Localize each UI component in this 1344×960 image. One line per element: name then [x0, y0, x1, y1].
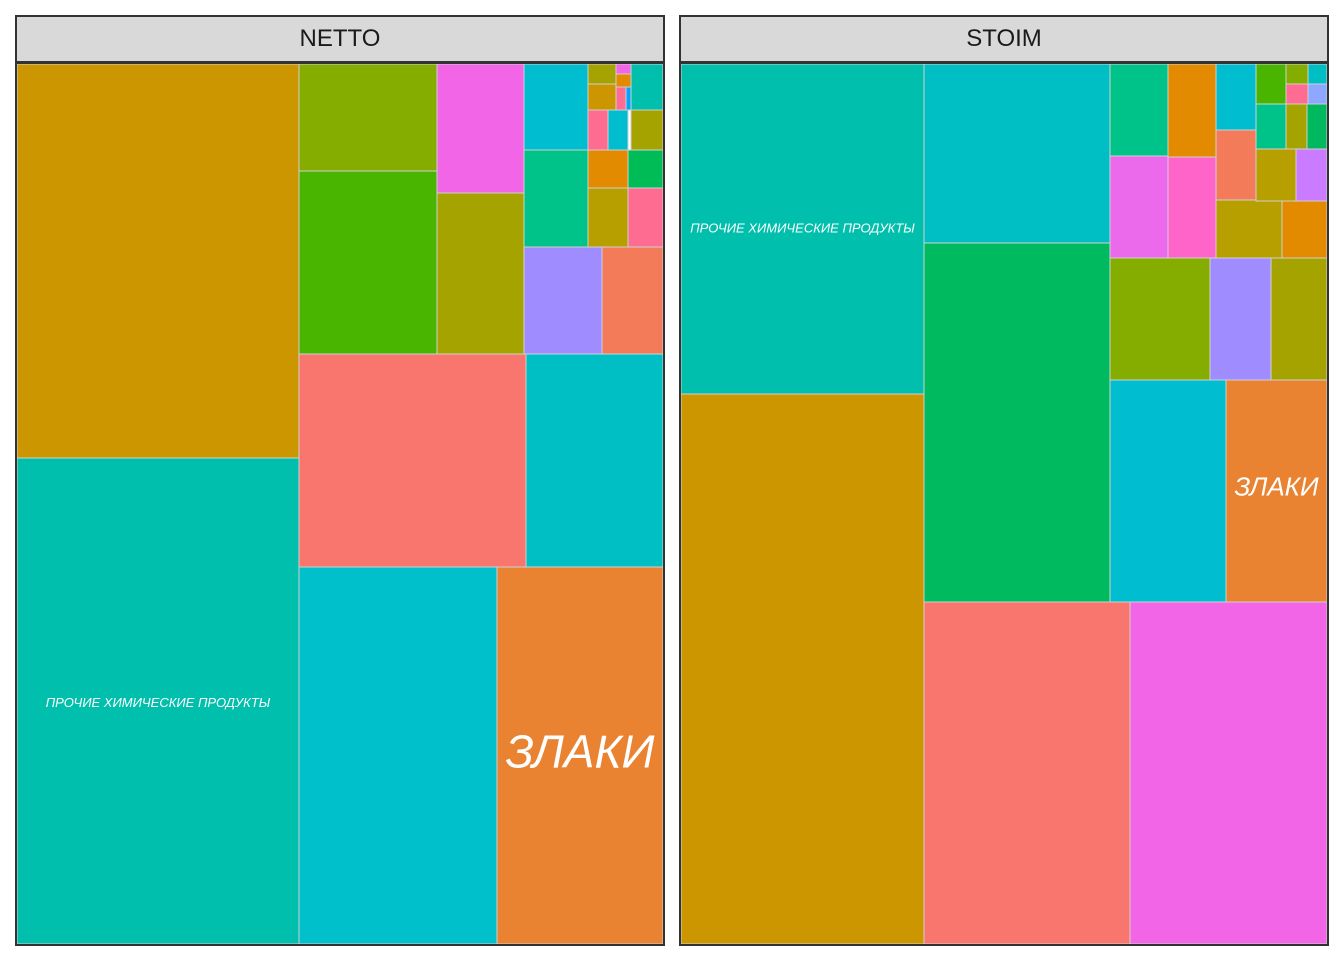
treemap-tile-stoim-10	[1270, 257, 1327, 381]
treemap-minor-tile-stoim-6	[1255, 103, 1287, 150]
treemap-stoim: ПРОЧИЕ ХИМИЧЕСКИЕ ПРОДУКТЫ ЗЛАКИ	[681, 64, 1327, 944]
treemap-minor-tile-netto-2	[615, 64, 632, 75]
treemap-tile-stoim-16	[1255, 148, 1297, 202]
treemap-tile-netto-3	[525, 353, 663, 568]
treemap-tile-netto-14	[627, 149, 663, 189]
treemap-tile-netto-6	[298, 64, 438, 172]
treemap-label-stoim-0: ПРОЧИЕ ХИМИЧЕСКИЕ ПРОДУКТЫ	[690, 220, 915, 235]
treemap-label-netto-1: ПРОЧИЕ ХИМИЧЕСКИЕ ПРОДУКТЫ	[46, 695, 271, 710]
treemap-minor-tile-stoim-1	[1255, 64, 1287, 105]
treemap-area-stoim: ПРОЧИЕ ХИМИЧЕСКИЕ ПРОДУКТЫ ЗЛАКИ	[679, 62, 1329, 946]
treemap-tile-netto-5	[496, 566, 663, 944]
treemap-minor-tile-stoim-10	[1281, 199, 1327, 259]
treemap-tile-stoim-15	[1215, 129, 1257, 201]
treemap-tile-stoim-6	[1109, 379, 1227, 603]
facet-strip-netto: NETTO	[15, 15, 665, 63]
treemap-tile-stoim-9	[1209, 257, 1272, 381]
treemap-minor-tile-netto-5	[625, 86, 632, 111]
treemap-tile-stoim-3	[923, 242, 1111, 603]
treemap-minor-tile-netto-0	[587, 64, 617, 85]
treemap-tile-netto-16	[627, 187, 663, 248]
treemap-tile-stoim-2	[923, 64, 1111, 244]
treemap-minor-tile-stoim-5	[1307, 83, 1327, 105]
treemap-minor-tile-netto-6	[630, 64, 663, 111]
treemap-tile-netto-2	[298, 353, 527, 568]
treemap-minor-tile-netto-1	[587, 83, 617, 111]
treemap-tile-netto-12	[601, 246, 663, 355]
treemap-minor-tile-stoim-7	[1285, 103, 1308, 150]
treemap-tile-netto-10	[523, 149, 589, 248]
treemap-minor-tile-stoim-2	[1285, 64, 1309, 85]
treemap-tile-stoim-14	[1167, 156, 1217, 259]
treemap-tile-stoim-8	[1109, 257, 1211, 381]
treemap-tile-netto-4	[298, 566, 498, 944]
facet-title-stoim: STOIM	[966, 25, 1042, 52]
treemap-tile-netto-11	[523, 246, 603, 355]
treemap-tile-netto-9	[436, 192, 525, 355]
treemap-tile-netto-7	[298, 170, 438, 355]
treemap-minor-tile-netto-8	[587, 109, 609, 151]
treemap-minor-tile-stoim-0	[1215, 64, 1257, 131]
treemap-netto: ПРОЧИЕ ХИМИЧЕСКИЕ ПРОДУКТЫ ЗЛАКИ	[17, 64, 663, 944]
treemap-label-netto-5: ЗЛАКИ	[506, 726, 655, 778]
treemap-minor-tile-netto-7	[630, 109, 663, 151]
treemap-tile-stoim-0	[681, 64, 925, 395]
treemap-tile-stoim-13	[1109, 155, 1169, 259]
treemap-minor-tile-netto-9	[607, 109, 629, 151]
treemap-tile-netto-17	[523, 64, 589, 151]
treemap-tile-netto-15	[587, 187, 629, 248]
treemap-minor-tile-netto-3	[615, 73, 632, 88]
treemap-minor-tile-stoim-9	[1215, 199, 1283, 259]
treemap-minor-tile-stoim-3	[1285, 83, 1309, 105]
facet-title-netto: NETTO	[299, 25, 381, 52]
facet-strip-stoim: STOIM	[679, 15, 1329, 63]
treemap-label-stoim-7: ЗЛАКИ	[1234, 472, 1319, 502]
treemap-minor-tile-netto-4	[615, 86, 627, 111]
treemap-tile-stoim-11	[1109, 64, 1169, 157]
treemap-tile-netto-8	[436, 64, 525, 194]
treemap-minor-tile-stoim-4	[1307, 64, 1327, 85]
treemap-tile-stoim-7	[1225, 379, 1327, 603]
treemap-tile-stoim-4	[923, 601, 1131, 944]
treemap-tile-stoim-17	[1295, 148, 1327, 202]
treemap-tile-netto-13	[587, 149, 629, 189]
treemap-minor-tile-stoim-8	[1306, 103, 1327, 150]
treemap-tile-stoim-1	[681, 393, 925, 944]
treemap-tile-netto-0	[17, 64, 300, 459]
treemap-area-netto: ПРОЧИЕ ХИМИЧЕСКИЕ ПРОДУКТЫ ЗЛАКИ	[15, 62, 665, 946]
treemap-tile-stoim-5	[1129, 601, 1327, 944]
treemap-tile-stoim-12	[1167, 64, 1217, 158]
